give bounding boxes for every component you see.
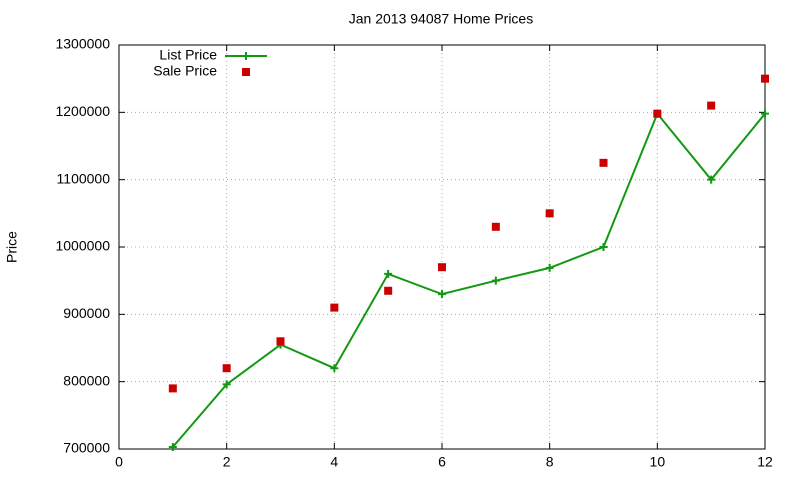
- point-marker: [276, 337, 285, 346]
- y-tick-label: 1100000: [57, 170, 111, 186]
- point-marker: [491, 276, 500, 285]
- y-tick-label: 700000: [63, 440, 110, 456]
- point-marker: [707, 175, 716, 184]
- legend-label: Sale Price: [153, 63, 217, 79]
- legend-swatch: [242, 52, 250, 60]
- y-axis-label: Price: [4, 231, 20, 263]
- point-marker: [168, 384, 177, 393]
- y-tick-label: 1000000: [55, 238, 110, 254]
- point-marker: [168, 442, 177, 451]
- x-tick-label: 10: [650, 454, 666, 470]
- legend-label: List Price: [159, 47, 217, 63]
- point-marker: [330, 303, 339, 312]
- point-marker: [599, 243, 608, 251]
- point-marker: [545, 263, 554, 272]
- x-tick-label: 4: [330, 454, 338, 470]
- point-marker: [384, 286, 393, 295]
- x-tick-label: 0: [115, 454, 123, 470]
- point-marker: [761, 109, 769, 118]
- chart-title: Jan 2013 94087 Home Prices: [349, 11, 533, 27]
- series-line: [172, 111, 766, 448]
- point-marker: [384, 269, 393, 278]
- x-tick-label: 12: [757, 454, 773, 470]
- point-marker: [599, 158, 608, 167]
- legend-swatch: [242, 68, 250, 76]
- y-tick-label: 900000: [63, 305, 110, 321]
- y-tick-label: 1300000: [55, 36, 110, 52]
- point-marker: [330, 364, 339, 373]
- point-marker: [545, 209, 554, 218]
- point-marker: [653, 109, 662, 118]
- y-tick-label: 1200000: [55, 103, 110, 119]
- point-marker: [761, 74, 769, 83]
- point-marker: [222, 380, 231, 389]
- y-tick-label: 800000: [63, 372, 110, 388]
- point-marker: [438, 290, 446, 299]
- point-marker: [491, 222, 500, 231]
- x-tick-label: 6: [438, 454, 446, 470]
- plot-frame: [118, 44, 766, 450]
- x-tick-label: 8: [546, 454, 554, 470]
- x-tick-label: 2: [223, 454, 231, 470]
- point-marker: [222, 364, 231, 373]
- point-marker: [438, 263, 446, 272]
- point-marker: [707, 101, 716, 110]
